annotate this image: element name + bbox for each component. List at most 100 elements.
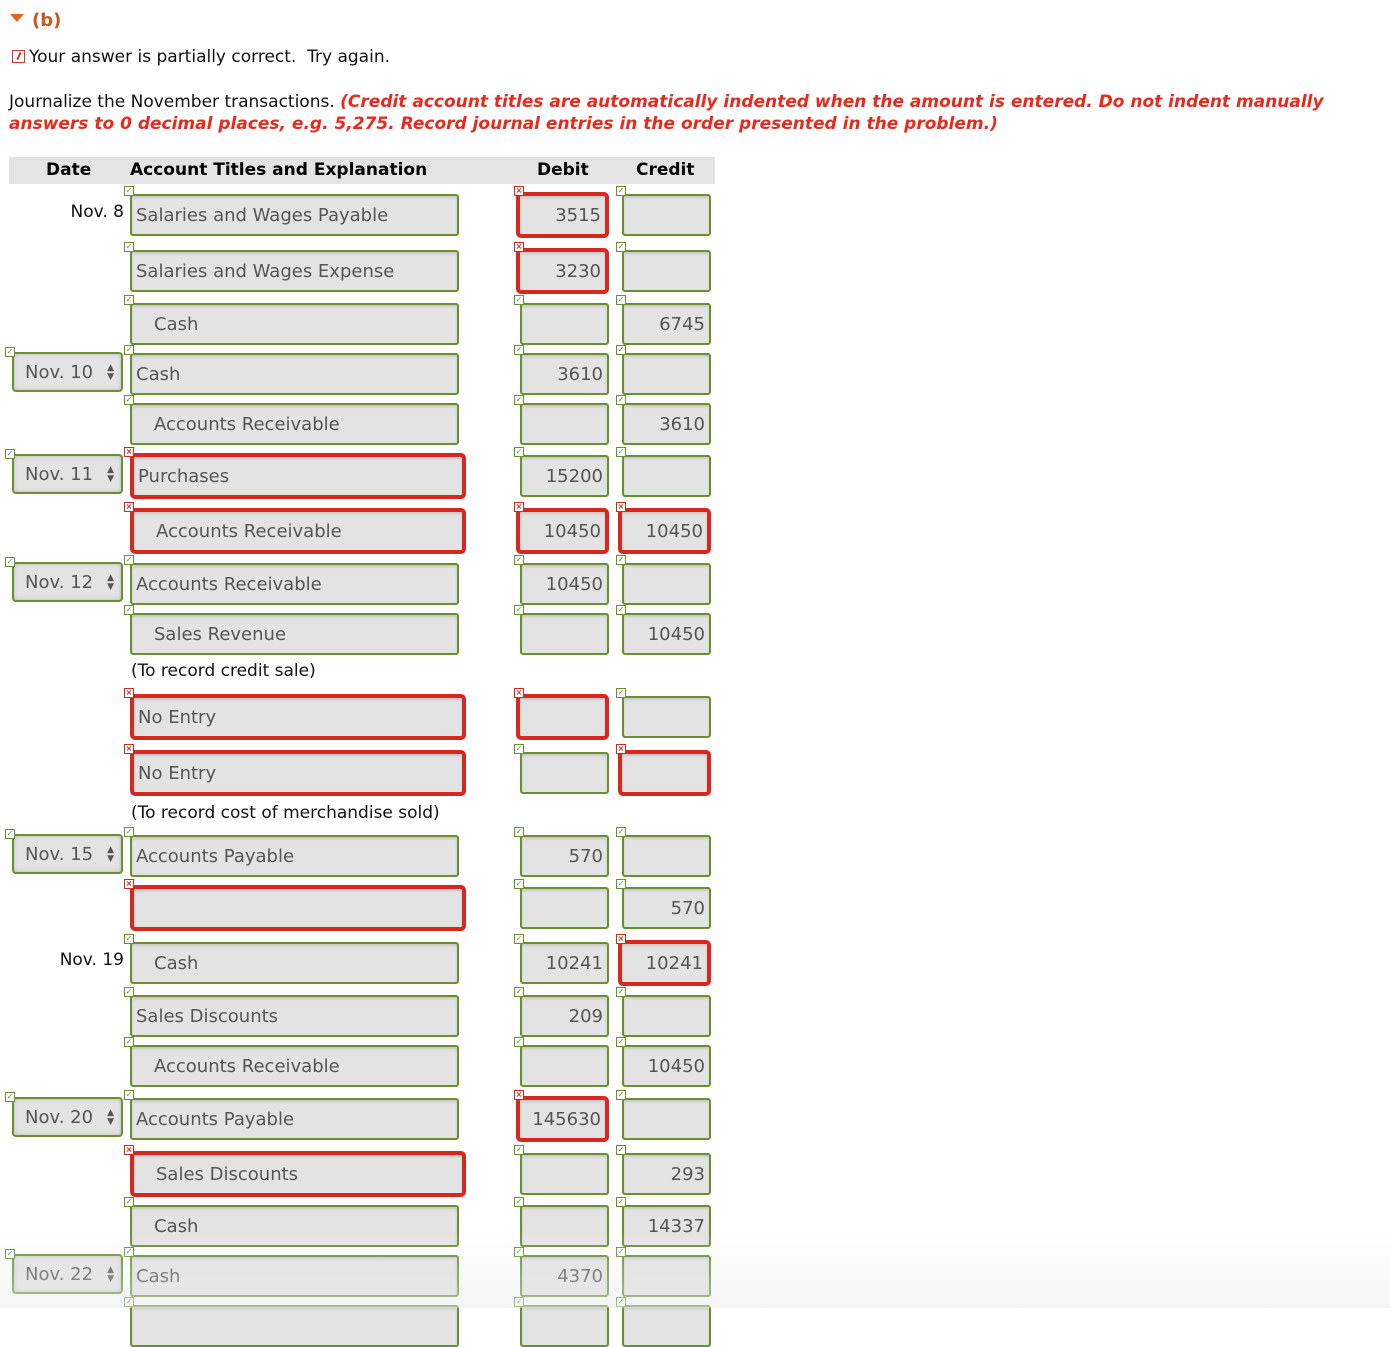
account-input[interactable]: Salaries and Wages Expense <box>130 250 459 292</box>
correct-icon: ✓ <box>514 345 524 355</box>
debit-input[interactable]: 15200 <box>520 455 609 497</box>
account-input[interactable] <box>130 885 466 931</box>
credit-input[interactable]: 14337 <box>622 1205 711 1247</box>
debit-input[interactable] <box>520 303 609 345</box>
credit-input[interactable] <box>622 194 711 236</box>
correct-icon: ✓ <box>124 1090 134 1100</box>
account-input[interactable]: Cash <box>130 353 459 395</box>
account-input[interactable] <box>130 1305 459 1347</box>
debit-input[interactable] <box>520 403 609 445</box>
account-input[interactable]: Cash <box>130 1255 459 1297</box>
section-toggle[interactable]: (b) <box>10 10 61 31</box>
credit-input[interactable] <box>622 696 711 738</box>
debit-input[interactable]: 209 <box>520 995 609 1037</box>
credit-input[interactable] <box>622 1255 711 1297</box>
credit-input[interactable] <box>622 455 711 497</box>
credit-input[interactable] <box>622 353 711 395</box>
account-input[interactable]: Salaries and Wages Payable <box>130 194 459 236</box>
credit-input[interactable]: 570 <box>622 887 711 929</box>
credit-input[interactable] <box>618 750 711 796</box>
account-input[interactable]: Cash <box>130 1205 459 1247</box>
account-input[interactable]: Cash <box>130 942 459 984</box>
credit-input[interactable]: 6745 <box>622 303 711 345</box>
incorrect-icon: × <box>124 688 134 698</box>
date-select[interactable]: Nov. 20 ▲ ▼ <box>12 1097 123 1137</box>
correct-icon: ✓ <box>5 1249 15 1259</box>
incorrect-icon: × <box>616 744 626 754</box>
date-select[interactable]: Nov. 15 ▲ ▼ <box>12 834 123 874</box>
instructions-note-1: (Credit account titles are automatically… <box>340 92 1324 112</box>
correct-icon: ✓ <box>616 1197 626 1207</box>
date-select-value: Nov. 10 <box>25 362 94 383</box>
incorrect-icon: × <box>616 502 626 512</box>
date-select[interactable]: Nov. 12 ▲ ▼ <box>12 562 123 602</box>
account-input[interactable]: Accounts Receivable <box>130 508 466 554</box>
credit-input[interactable]: 10450 <box>622 1045 711 1087</box>
date-select[interactable]: Nov. 10 ▲ ▼ <box>12 352 123 392</box>
account-input[interactable]: Accounts Payable <box>130 835 459 877</box>
correct-icon: ✓ <box>514 555 524 565</box>
account-input[interactable]: Accounts Receivable <box>130 403 459 445</box>
header-debit: Debit <box>537 160 589 180</box>
credit-input[interactable] <box>622 995 711 1037</box>
account-input[interactable]: Accounts Payable <box>130 1098 459 1140</box>
incorrect-icon: × <box>514 186 524 196</box>
incorrect-icon: × <box>514 242 524 252</box>
account-input[interactable]: Sales Revenue <box>130 613 459 655</box>
correct-icon: ✓ <box>616 1297 626 1307</box>
debit-input[interactable]: 570 <box>520 835 609 877</box>
account-input[interactable]: Sales Discounts <box>130 995 459 1037</box>
correct-icon: ✓ <box>616 1037 626 1047</box>
debit-input[interactable]: 145630 <box>516 1096 609 1142</box>
account-input[interactable]: Accounts Receivable <box>130 563 459 605</box>
debit-input[interactable]: 10241 <box>520 942 609 984</box>
credit-input[interactable] <box>622 250 711 292</box>
incorrect-icon: × <box>616 934 626 944</box>
credit-input[interactable]: 10450 <box>618 508 711 554</box>
correct-icon: ✓ <box>514 879 524 889</box>
debit-input[interactable]: 10450 <box>520 563 609 605</box>
credit-input[interactable] <box>622 1305 711 1347</box>
correct-icon: ✓ <box>514 987 524 997</box>
debit-input[interactable]: 3610 <box>520 353 609 395</box>
debit-input[interactable] <box>520 887 609 929</box>
incorrect-icon: × <box>514 688 524 698</box>
correct-icon: ✓ <box>616 555 626 565</box>
header-credit: Credit <box>636 160 695 180</box>
debit-input[interactable] <box>520 613 609 655</box>
account-input[interactable]: Sales Discounts <box>130 1151 466 1197</box>
debit-input[interactable]: 3230 <box>516 248 609 294</box>
debit-input[interactable]: 3515 <box>516 192 609 238</box>
correct-icon: ✓ <box>514 1197 524 1207</box>
debit-input[interactable]: 10450 <box>516 508 609 554</box>
credit-input[interactable] <box>622 1098 711 1140</box>
debit-input[interactable] <box>520 1305 609 1347</box>
debit-input[interactable] <box>516 694 609 740</box>
credit-input[interactable]: 3610 <box>622 403 711 445</box>
debit-input[interactable] <box>520 752 609 794</box>
instructions-note-2: answers to 0 decimal places, e.g. 5,275.… <box>9 114 998 134</box>
credit-input[interactable]: 10241 <box>618 940 711 986</box>
date-select[interactable]: Nov. 11 ▲ ▼ <box>12 454 123 494</box>
credit-input[interactable] <box>622 563 711 605</box>
correct-icon: ✓ <box>616 879 626 889</box>
debit-input[interactable] <box>520 1153 609 1195</box>
credit-input[interactable]: 10450 <box>622 613 711 655</box>
correct-icon: ✓ <box>616 447 626 457</box>
account-input[interactable]: Accounts Receivable <box>130 1045 459 1087</box>
debit-input[interactable] <box>520 1205 609 1247</box>
debit-input[interactable]: 4370 <box>520 1255 609 1297</box>
credit-input[interactable] <box>622 835 711 877</box>
account-input[interactable]: No Entry <box>130 694 466 740</box>
credit-input[interactable]: 293 <box>622 1153 711 1195</box>
answer-status: Your answer is partially correct. Try ag… <box>12 47 390 67</box>
up-down-arrows-icon: ▲ ▼ <box>107 573 114 592</box>
incorrect-icon: × <box>124 502 134 512</box>
debit-input[interactable] <box>520 1045 609 1087</box>
account-input[interactable]: Purchases <box>130 453 466 499</box>
header-date: Date <box>46 160 92 180</box>
account-input[interactable]: No Entry <box>130 750 466 796</box>
date-select[interactable]: Nov. 22 ▲ ▼ <box>12 1254 123 1294</box>
account-input[interactable]: Cash <box>130 303 459 345</box>
correct-icon: ✓ <box>514 395 524 405</box>
